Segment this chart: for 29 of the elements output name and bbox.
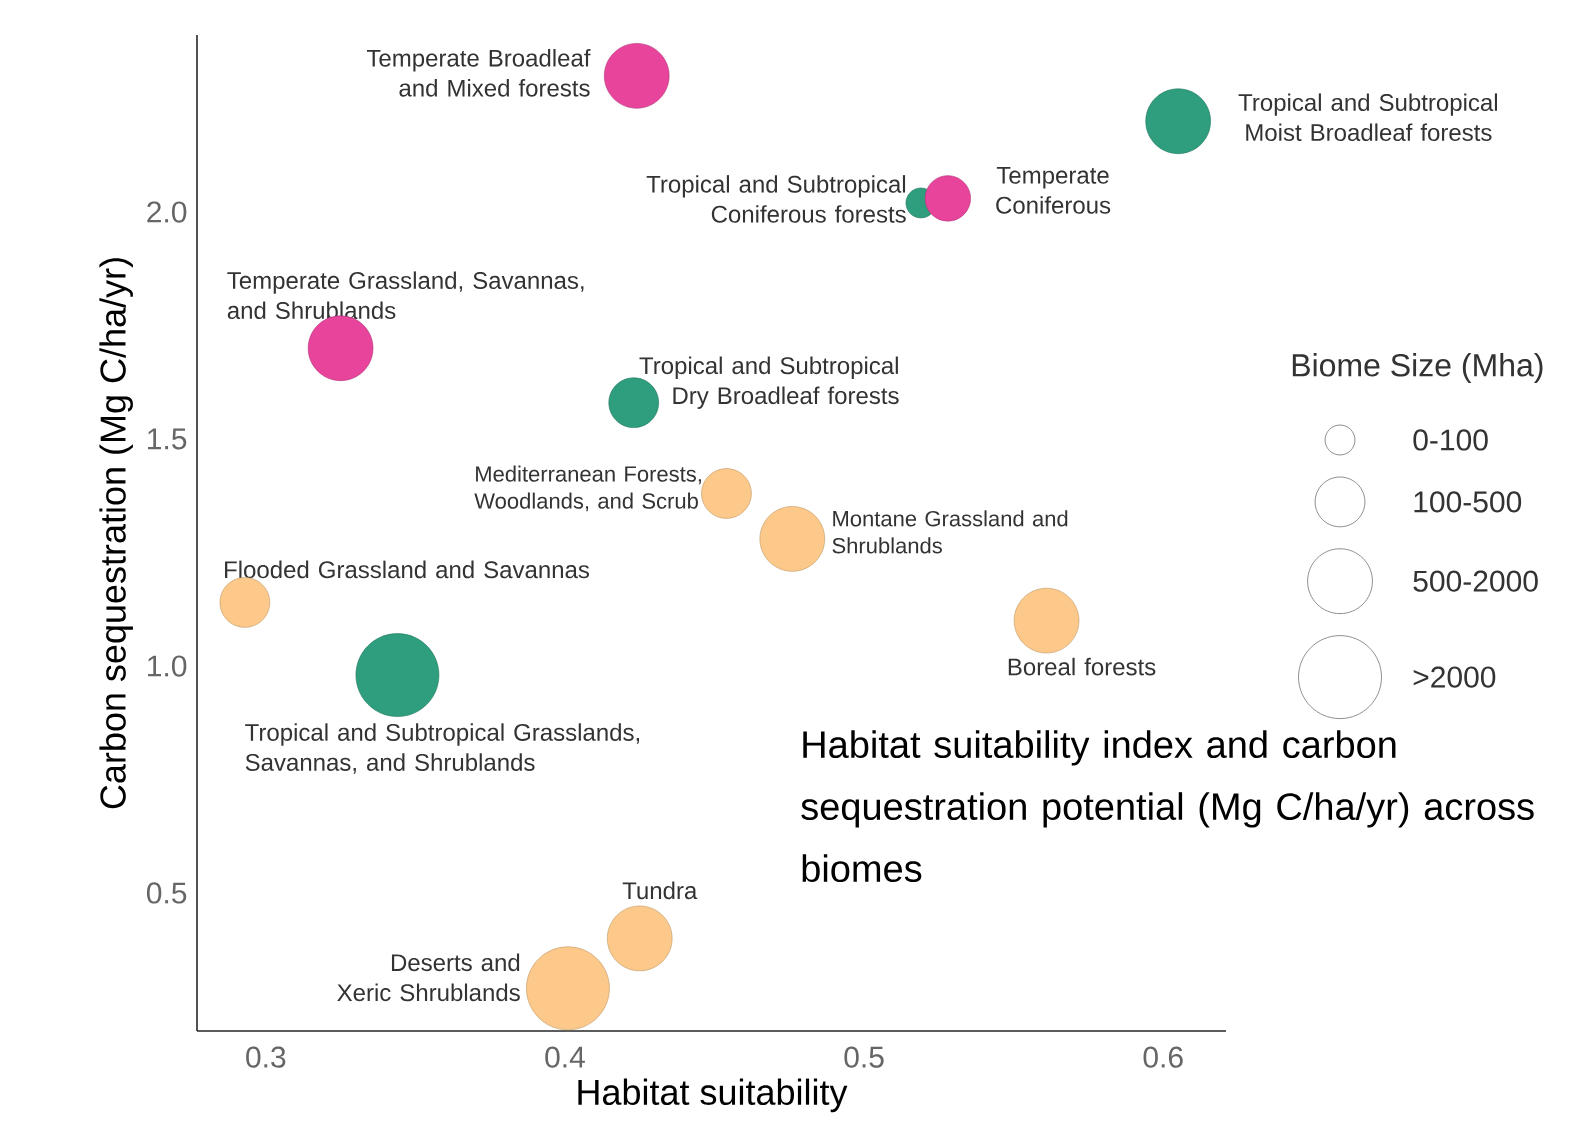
legend-label: 500-2000 — [1413, 570, 1538, 592]
y-tick-label: 1.0 — [148, 655, 187, 677]
annotation: Tropical and Subtropical Moist Broadleaf forests — [1238, 93, 1497, 142]
annotation: Mediterranean Forests, Woodlands, and Scrub — [474, 465, 701, 512]
annotation: Tropical and Subtropical Grasslands, Savannas, and Shrublands — [245, 723, 640, 774]
annotation: Boreal forests — [1008, 657, 1156, 676]
y-tick-label: 2.0 — [147, 201, 187, 223]
x-tick-label: 0.4 — [545, 1046, 585, 1068]
annotation: Habitat suitability index and carbon sequestration potential (Mg C/ha/yr) across biomes — [801, 730, 1534, 883]
y-tick-label: 1.5 — [148, 428, 187, 450]
annotation: Flooded Grassland and Savannas — [225, 560, 590, 579]
legend-label: >2000 — [1413, 666, 1496, 688]
annotation: Tropical and Subtropical Coniferous forests — [646, 175, 906, 223]
annotation: Tundra — [622, 881, 698, 900]
annotation: Temperate Grassland, Savannas, and Shrublands — [227, 271, 584, 320]
annotation: Tropical and Subtropical Dry Broadleaf forests — [639, 356, 899, 409]
x-axis-title: Habitat suitability — [578, 1078, 848, 1113]
x-tick-label: 0.5 — [844, 1046, 884, 1068]
y-axis-title: Carbon sequestration (Mg C/ha/yr) — [99, 258, 133, 809]
x-tick-label: 0.6 — [1143, 1046, 1183, 1068]
annotation: Temperate Coniferous — [996, 167, 1111, 214]
legend-label: 100-500 — [1414, 491, 1522, 513]
annotation: Temperate Broadleaf and Mixed forests — [366, 49, 591, 97]
y-tick-label: 0.5 — [146, 882, 187, 904]
x-tick-label: 0.3 — [246, 1046, 286, 1068]
annotation: Deserts and Xeric Shrublands — [337, 953, 520, 1002]
annotation: Montane Grassland and Shrublands — [832, 510, 1068, 554]
legend-label: 0-100 — [1413, 429, 1488, 451]
legend-title: Biome Size (Mha) — [1292, 353, 1543, 383]
